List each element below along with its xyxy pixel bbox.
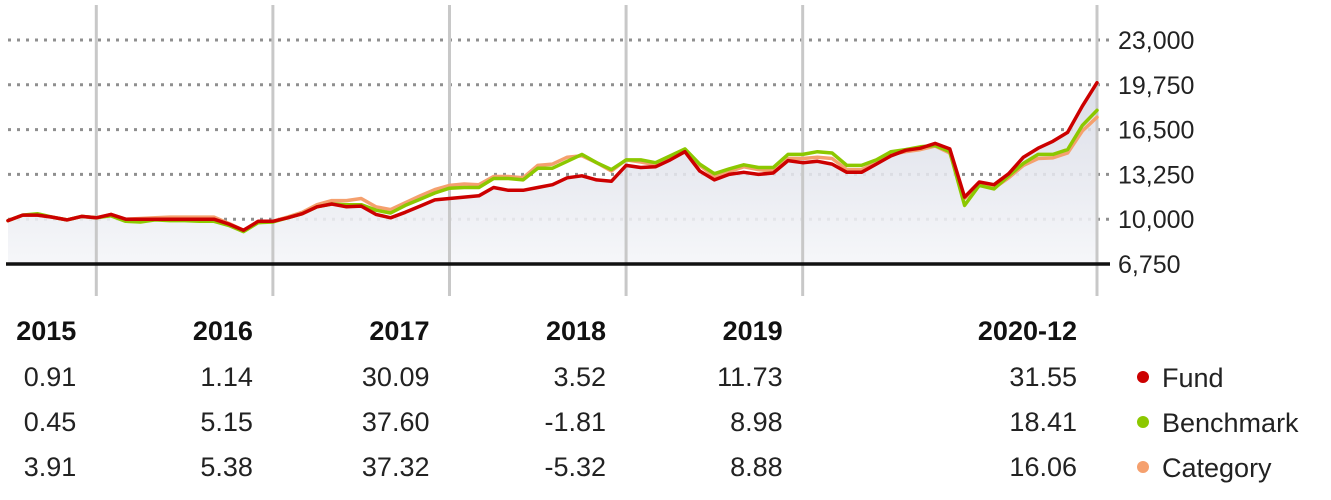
- legend-marker-category: [1137, 461, 1149, 473]
- annual-return-benchmark: 8.98: [730, 407, 783, 437]
- y-tick-label: 16,500: [1118, 117, 1194, 145]
- legend-label-category: Category: [1162, 453, 1272, 483]
- y-tick-label: 10,000: [1118, 206, 1194, 234]
- year-label: 2019: [723, 316, 783, 346]
- series-line-fund: [6, 80, 1099, 232]
- year-label: 2016: [193, 316, 253, 346]
- annual-return-category: -5.32: [545, 452, 607, 482]
- legend-marker-benchmark: [1137, 416, 1149, 428]
- legend-label-fund: Fund: [1162, 363, 1224, 393]
- annual-return-fund: 3.52: [554, 362, 607, 392]
- annual-return-fund: 11.73: [717, 362, 783, 392]
- annual-return-category: 8.88: [730, 452, 783, 482]
- annual-return-benchmark: 5.15: [200, 407, 253, 437]
- annual-return-category: 16.06: [1009, 452, 1077, 482]
- year-label: 2015: [16, 316, 76, 346]
- year-label: 2018: [546, 316, 606, 346]
- annual-return-fund: 30.09: [362, 362, 430, 392]
- annual-return-fund: 1.14: [200, 362, 253, 392]
- annual-return-category: 5.38: [200, 452, 253, 482]
- area-fill: [8, 82, 1097, 264]
- annual-return-benchmark: 18.41: [1009, 407, 1077, 437]
- annual-return-fund: 31.55: [1009, 362, 1077, 392]
- annual-return-benchmark: 0.45: [24, 407, 77, 437]
- year-label: 2017: [369, 316, 429, 346]
- annual-return-category: 3.91: [24, 452, 77, 482]
- y-tick-label: 19,750: [1118, 72, 1194, 100]
- year-label: 2020-12: [978, 316, 1077, 346]
- annual-return-fund: 0.91: [24, 362, 77, 392]
- annual-return-benchmark: -1.81: [545, 407, 607, 437]
- annual-return-benchmark: 37.60: [362, 407, 430, 437]
- y-tick-label: 13,250: [1118, 161, 1194, 189]
- annual-return-category: 37.32: [362, 452, 430, 482]
- legend-label-benchmark: Benchmark: [1162, 408, 1299, 438]
- y-tick-label: 23,000: [1118, 27, 1194, 55]
- y-tick-label: 6,750: [1118, 251, 1181, 279]
- legend-marker-fund: [1137, 371, 1149, 383]
